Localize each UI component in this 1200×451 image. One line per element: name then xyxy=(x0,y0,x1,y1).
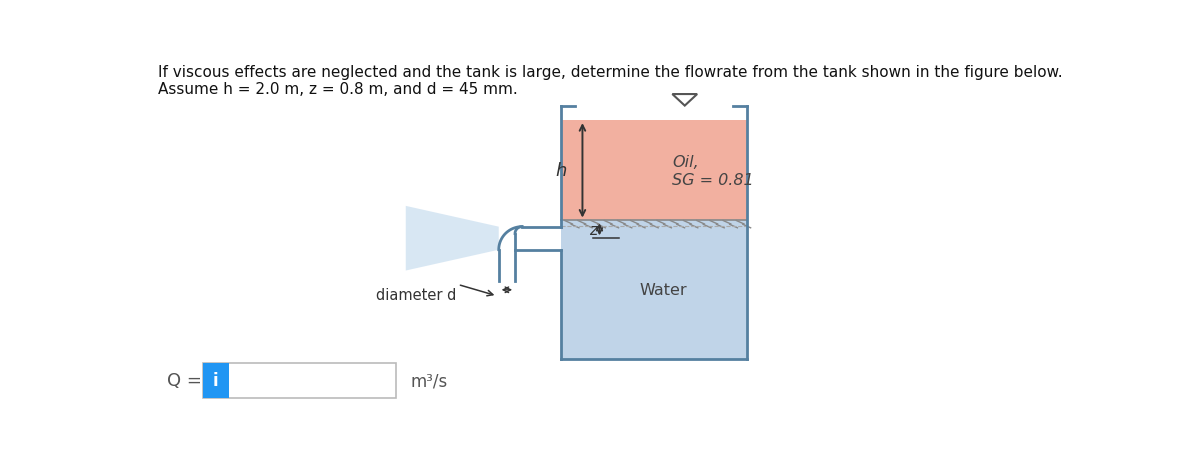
Text: h: h xyxy=(556,162,566,180)
Text: i: i xyxy=(214,372,218,390)
Text: Assume h = 2.0 m, z = 0.8 m, and d = 45 mm.: Assume h = 2.0 m, z = 0.8 m, and d = 45 … xyxy=(157,82,517,97)
Bar xyxy=(560,221,746,359)
Polygon shape xyxy=(406,207,499,271)
Text: Oil,: Oil, xyxy=(672,154,700,169)
Bar xyxy=(560,121,746,221)
Text: If viscous effects are neglected and the tank is large, determine the flowrate f: If viscous effects are neglected and the… xyxy=(157,65,1062,80)
Text: diameter d: diameter d xyxy=(376,287,456,302)
Text: Q =: Q = xyxy=(167,372,202,390)
Text: m³/s: m³/s xyxy=(410,372,448,390)
Bar xyxy=(203,363,229,398)
Text: SG = 0.81: SG = 0.81 xyxy=(672,173,754,188)
Text: z: z xyxy=(589,222,598,237)
Text: Water: Water xyxy=(640,283,686,298)
Bar xyxy=(203,363,396,398)
